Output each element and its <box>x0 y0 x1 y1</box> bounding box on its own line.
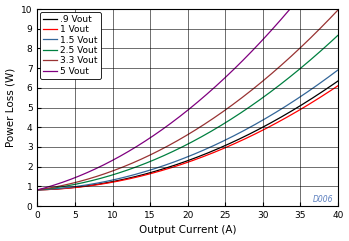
3.3 Vout <box>133 160 138 163</box>
1.5 Vout <box>336 69 340 72</box>
2.5 Vout <box>154 157 158 160</box>
3.3 Vout <box>224 108 229 111</box>
3.3 Vout <box>252 87 256 89</box>
X-axis label: Output Current (A): Output Current (A) <box>139 225 236 235</box>
.9 Vout <box>35 188 39 191</box>
1 Vout <box>224 146 229 149</box>
.9 Vout <box>154 169 158 172</box>
.9 Vout <box>72 186 76 189</box>
1.5 Vout <box>35 188 39 191</box>
5 Vout <box>254 46 258 49</box>
Line: 3.3 Vout: 3.3 Vout <box>37 10 338 190</box>
5 Vout <box>154 132 158 135</box>
Line: 1.5 Vout: 1.5 Vout <box>37 70 338 190</box>
2.5 Vout <box>35 188 39 191</box>
1 Vout <box>72 186 76 189</box>
1 Vout <box>133 176 138 179</box>
1 Vout <box>254 132 258 135</box>
.9 Vout <box>336 80 340 83</box>
3.3 Vout <box>336 9 340 12</box>
2.5 Vout <box>72 183 76 186</box>
5 Vout <box>133 146 138 149</box>
Text: D006: D006 <box>313 195 333 204</box>
2.5 Vout <box>336 34 340 37</box>
1.5 Vout <box>133 173 138 176</box>
5 Vout <box>72 177 76 180</box>
1 Vout <box>35 188 39 191</box>
Legend: .9 Vout, 1 Vout, 1.5 Vout, 2.5 Vout, 3.3 Vout, 5 Vout: .9 Vout, 1 Vout, 1.5 Vout, 2.5 Vout, 3.3… <box>40 12 101 79</box>
5 Vout <box>224 75 229 78</box>
Line: 5 Vout: 5 Vout <box>37 0 338 190</box>
1.5 Vout <box>252 123 256 126</box>
1 Vout <box>252 133 256 136</box>
.9 Vout <box>252 130 256 133</box>
Line: 1 Vout: 1 Vout <box>37 86 338 190</box>
2.5 Vout <box>254 101 258 104</box>
5 Vout <box>35 188 39 191</box>
.9 Vout <box>133 175 138 178</box>
2.5 Vout <box>133 166 138 169</box>
1.5 Vout <box>224 138 229 141</box>
2.5 Vout <box>252 102 256 105</box>
1 Vout <box>336 84 340 87</box>
1.5 Vout <box>254 123 258 126</box>
.9 Vout <box>254 129 258 132</box>
3.3 Vout <box>254 85 258 88</box>
Line: .9 Vout: .9 Vout <box>37 81 338 190</box>
Line: 2.5 Vout: 2.5 Vout <box>37 35 338 190</box>
Y-axis label: Power Loss (W): Power Loss (W) <box>6 68 16 147</box>
1.5 Vout <box>154 167 158 169</box>
3.3 Vout <box>35 188 39 191</box>
.9 Vout <box>224 144 229 147</box>
5 Vout <box>252 47 256 50</box>
1.5 Vout <box>72 185 76 188</box>
2.5 Vout <box>224 121 229 124</box>
3.3 Vout <box>72 181 76 184</box>
3.3 Vout <box>154 150 158 153</box>
1 Vout <box>154 171 158 174</box>
